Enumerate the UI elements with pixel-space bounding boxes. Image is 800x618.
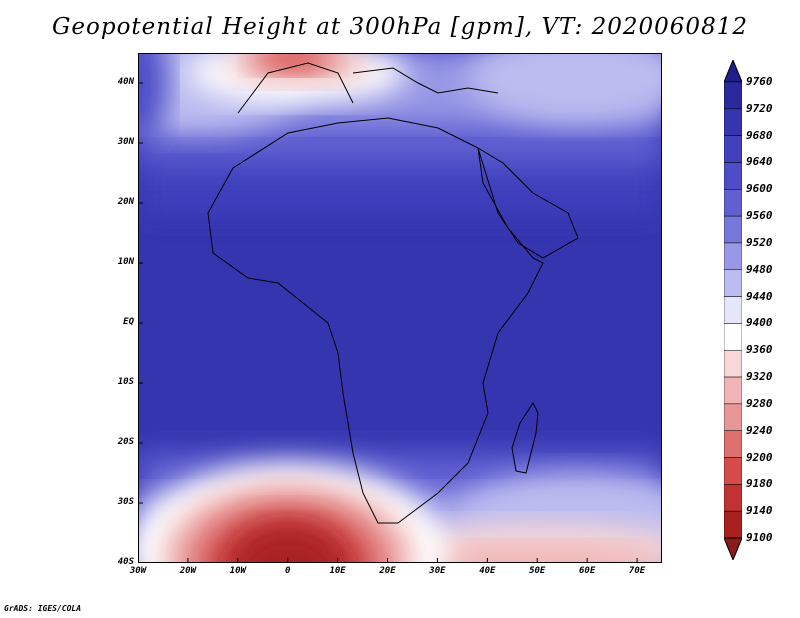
lon-label: 20W (179, 566, 197, 576)
colorbar-level-label: 9680 (746, 128, 773, 142)
lat-label: 30N (117, 137, 134, 147)
lat-label: 40S (117, 557, 134, 567)
colorbar-box (724, 108, 742, 136)
colorbar-level-label: 9520 (746, 235, 773, 249)
colorbar-level-label: 9140 (746, 504, 773, 518)
africa-coastline (207, 117, 544, 524)
colorbar-box (724, 457, 742, 485)
colorbar-level-label: 9760 (746, 75, 773, 88)
colorbar-box (724, 162, 742, 190)
colorbar-level-label: 9280 (746, 396, 773, 410)
colorbar-level-label: 9100 (746, 531, 773, 544)
colorbar-box (724, 296, 742, 324)
arabia-coastline (477, 146, 579, 259)
colorbar-box (724, 349, 742, 378)
colorbar-box (724, 323, 742, 351)
colorbar-box (724, 242, 742, 271)
colorbar-box (724, 376, 742, 405)
lon-label: 60E (579, 566, 596, 576)
colorbar-box (724, 403, 742, 431)
colorbar-box (724, 430, 742, 458)
colorbar (724, 60, 742, 560)
colorbar-level-label: 9400 (746, 316, 773, 330)
colorbar-level-label: 9180 (746, 477, 773, 491)
europe-coastline (237, 62, 499, 114)
colorbar-level-label: 9600 (746, 182, 773, 196)
madagascar-outline (511, 401, 539, 474)
colorbar-box (724, 189, 742, 217)
credit-text: GrADS: IGES/COLA (4, 604, 82, 613)
colorbar-level-label: 9720 (746, 101, 773, 115)
axis-ticks (138, 82, 638, 563)
lon-label: 70E (628, 566, 646, 576)
map-plot (138, 53, 662, 563)
lat-label: EQ (123, 317, 134, 327)
lat-label: 40N (117, 77, 134, 87)
colorbar-top-arrow (724, 60, 742, 83)
colorbar-level-label: 9440 (746, 289, 773, 303)
lat-label: 20N (117, 197, 134, 207)
lon-label: 50E (529, 566, 546, 576)
colorbar-level-label: 9200 (746, 450, 773, 464)
lat-label: 30S (117, 497, 134, 507)
colorbar-box (724, 215, 742, 244)
chart-title: Geopotential Height at 300hPa [gpm], VT:… (52, 14, 748, 40)
colorbar-box (724, 484, 742, 512)
lon-label: 10E (329, 566, 346, 576)
lon-label: 40E (479, 566, 496, 576)
lon-label: 10W (229, 566, 246, 576)
colorbar-bottom-arrow (724, 537, 742, 560)
colorbar-level-label: 9480 (746, 262, 773, 276)
colorbar-level-label: 9640 (746, 155, 773, 169)
map-svg (138, 53, 662, 563)
colorbar-box (724, 135, 742, 163)
colorbar-level-label: 9560 (746, 209, 773, 223)
lat-label: 10S (117, 377, 134, 387)
colorbar-level-label: 9320 (746, 370, 773, 384)
colorbar-level-label: 9240 (746, 423, 773, 437)
lat-label: 10N (117, 257, 134, 267)
colorbar-box (724, 269, 742, 297)
colorbar-box (724, 510, 742, 539)
lat-label: 20S (117, 437, 134, 447)
lon-label: 20E (379, 566, 396, 576)
height-field (138, 53, 662, 563)
lon-label: 0 (284, 566, 291, 576)
colorbar-box (724, 81, 742, 110)
lon-label: 30W (129, 566, 147, 576)
colorbar-level-label: 9360 (746, 343, 773, 357)
lon-label: 30E (429, 566, 446, 576)
